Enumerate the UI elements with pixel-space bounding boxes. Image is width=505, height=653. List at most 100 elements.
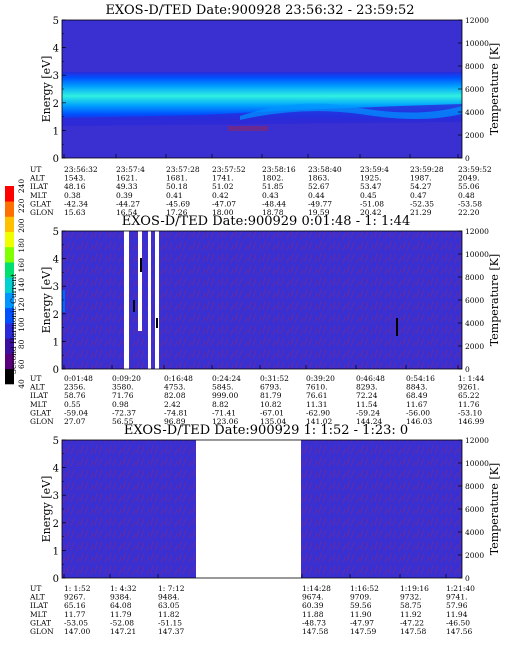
ephemeris-row-label: ILAT	[30, 391, 48, 400]
ephemeris-value: -72.37	[112, 408, 136, 417]
temperature-tick-label: 10000	[465, 39, 489, 48]
colorbar-swatch	[5, 307, 14, 324]
temperature-tick-label: 0	[465, 154, 470, 163]
temperature-tick-label: 4000	[465, 528, 484, 537]
ephemeris-value: 0:24:24	[212, 374, 241, 383]
temperature-tick-label: 10000	[465, 250, 489, 259]
ephemeris-value: 146.99	[458, 417, 484, 426]
ephemeris-value: 23:57:4	[116, 165, 145, 174]
ephemeris-value: 147.21	[110, 627, 136, 636]
ephemeris-value: 48.16	[64, 182, 86, 191]
ephemeris-value: 11.88	[302, 610, 324, 619]
panel-2-dark-2	[133, 300, 135, 312]
ephemeris-value: 68.49	[406, 391, 428, 400]
ephemeris-row-label: MLT	[30, 610, 47, 619]
ephemeris-value: 11.67	[406, 400, 428, 409]
ephemeris-value: 54.27	[410, 182, 432, 191]
panel-3-segment-1	[62, 440, 196, 578]
ephemeris-value: 21.29	[410, 208, 432, 217]
ephemeris-value: 1: 1:52	[64, 584, 91, 593]
ephemeris-value: 1: 7:12	[158, 584, 185, 593]
ephemeris-value: 51.85	[262, 182, 284, 191]
temperature-tick-label: 6000	[465, 296, 484, 305]
ephemeris-value: 55.06	[458, 182, 480, 191]
temperature-tick-label: 10000	[465, 459, 489, 468]
ephemeris-row-label: ALT	[29, 593, 45, 602]
ephemeris-value: 1:14:28	[302, 584, 331, 593]
ephemeris-value: 9741.	[446, 593, 467, 602]
temperature-tick-label: 0	[465, 574, 470, 583]
ephemeris-value: 1802.	[262, 174, 283, 183]
ephemeris-value: 7610.	[306, 383, 327, 392]
ephemeris-value: -47.97	[350, 618, 374, 627]
colorbar-swatch	[5, 323, 14, 339]
energy-tick-label: 3	[53, 282, 59, 293]
ephemeris-value: 147.58	[302, 627, 328, 636]
ephemeris-value: 49.33	[116, 182, 138, 191]
ephemeris-value: -52.35	[410, 199, 434, 208]
energy-tick-label: 1	[53, 546, 59, 557]
ephemeris-value: 1621.	[116, 174, 137, 183]
ephemeris-value: -53.10	[458, 408, 482, 417]
temperature-tick-label: 8000	[465, 273, 484, 282]
ephemeris-value: 0:01:48	[64, 374, 93, 383]
ephemeris-row-label: ILAT	[30, 182, 48, 191]
ephemeris-value: 11.79	[110, 610, 132, 619]
ephemeris-value: 23:59:28	[410, 165, 444, 174]
colorbar-swatch	[5, 353, 14, 370]
ephemeris-value: 22.20	[458, 208, 480, 217]
ephemeris-value: 8293.	[356, 383, 377, 392]
ephemeris-row-label: ILAT	[30, 601, 48, 610]
colorbar-tick-label: 160	[17, 258, 26, 273]
panel-2-dark-3	[156, 318, 158, 328]
ephemeris-value: -52.08	[110, 618, 134, 627]
ephemeris-value: 135.04	[260, 417, 286, 426]
energy-tick-label: 5	[53, 436, 59, 447]
colorbar-swatch	[5, 262, 14, 278]
ephemeris-value: 0.47	[410, 191, 427, 200]
ephemeris-row-label: GLAT	[30, 199, 51, 208]
ephemeris-value: -47.07	[212, 199, 236, 208]
ephemeris-value: 11.77	[64, 610, 86, 619]
colorbar-tick-label: 40	[17, 379, 26, 389]
ephemeris-value: 20.42	[360, 208, 382, 217]
ephemeris-value: 56.55	[112, 417, 134, 426]
ephemeris-value: 50.18	[166, 182, 188, 191]
ephemeris-value: 11.31	[306, 400, 327, 409]
ephemeris-value: 17.26	[166, 208, 188, 217]
colorbar-swatch	[5, 216, 14, 232]
ephemeris-value: 146.03	[406, 417, 432, 426]
colorbar-swatch	[5, 277, 14, 293]
energy-tick-label: 1	[53, 337, 59, 348]
ephemeris-value: 5845.	[212, 383, 233, 392]
panel-2: EXOS-D/TED Date:900929 0:01:48 - 1: 1:44…	[29, 214, 501, 426]
ephemeris-value: 0:39:20	[306, 374, 335, 383]
ephemeris-value: 2049.	[458, 174, 479, 183]
ephemeris-value: 123.06	[212, 417, 238, 426]
ephemeris-value: 23:59:4	[360, 165, 389, 174]
panel-1-title: EXOS-D/TED Date:900928 23:56:32 - 23:59:…	[105, 3, 414, 18]
ephemeris-value: 1987.	[410, 174, 431, 183]
panel-2-blue-edge	[62, 290, 65, 312]
ephemeris-value: 9267.	[64, 593, 85, 602]
ephemeris-value: 999.00	[212, 391, 238, 400]
ephemeris-value: 9484.	[158, 593, 179, 602]
ephemeris-value: 144.24	[356, 417, 382, 426]
ephemeris-row-label: ALT	[29, 174, 45, 183]
ephemeris-value: -51.15	[158, 618, 182, 627]
ephemeris-value: 1863.	[308, 174, 329, 183]
temperature-tick-label: 12000	[465, 436, 489, 445]
ephemeris-value: 23:57:52	[212, 165, 246, 174]
energy-tick-label: 2	[53, 99, 59, 110]
ephemeris-value: 18.78	[262, 208, 284, 217]
ephemeris-value: 1: 1:44	[458, 374, 485, 383]
panel-1-patch	[240, 103, 462, 120]
panel-1-low-patch	[228, 126, 268, 131]
ephemeris-value: 72.24	[356, 391, 378, 400]
ephemeris-value: 0.45	[360, 191, 377, 200]
ephemeris-value: 0.43	[262, 191, 279, 200]
energy-tick-label: 3	[53, 71, 59, 82]
ephemeris-value: 59.56	[350, 601, 372, 610]
ephemeris-value: 23:57:28	[166, 165, 200, 174]
ephemeris-value: -49.77	[308, 199, 332, 208]
